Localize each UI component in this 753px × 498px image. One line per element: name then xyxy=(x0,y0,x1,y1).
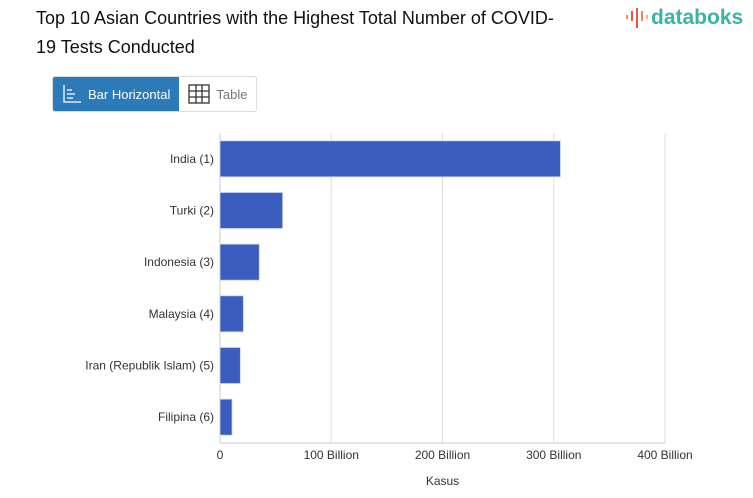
bar xyxy=(219,347,241,384)
x-tick-label: 300 Billion xyxy=(526,448,581,462)
logo-text: databoks xyxy=(651,6,744,29)
bar xyxy=(219,243,260,281)
x-tick-label: 200 Billion xyxy=(415,448,470,462)
y-tick-label: Indonesia (3) xyxy=(144,255,214,269)
chart-title: Top 10 Asian Countries with the Highest … xyxy=(36,8,554,57)
y-tick-label: India (1) xyxy=(170,152,214,166)
logo-bars-icon xyxy=(626,8,648,28)
table-label: Table xyxy=(216,86,248,102)
y-tick-label: Malaysia (4) xyxy=(149,307,214,321)
x-axis-title: Kasus xyxy=(426,474,459,488)
x-tick-label: 400 Billion xyxy=(637,448,692,462)
bar-horizontal-button[interactable]: Bar Horizontal xyxy=(53,77,180,111)
y-tick-label: Filipina (6) xyxy=(158,410,214,424)
table-button[interactable]: Table xyxy=(179,77,256,111)
bar xyxy=(219,295,244,333)
bar xyxy=(219,140,561,178)
bar-horizontal-label: Bar Horizontal xyxy=(88,86,171,102)
view-toggle: Bar Horizontal Table xyxy=(52,76,258,112)
databoks-logo: databoks xyxy=(625,6,743,30)
table-icon xyxy=(188,84,211,104)
bar xyxy=(219,192,284,229)
x-tick-label: 100 Billion xyxy=(304,448,359,462)
bar xyxy=(219,398,233,436)
y-tick-label: Iran (Republik Islam) (5) xyxy=(85,359,214,373)
y-tick-label: Turki (2) xyxy=(170,204,214,218)
x-tick-label: 0 xyxy=(217,448,224,462)
bar-chart-icon xyxy=(63,85,81,103)
